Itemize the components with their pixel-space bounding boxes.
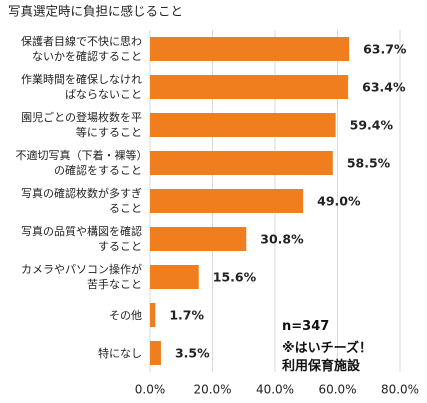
- bar: [150, 303, 156, 327]
- y-tick-label: その他: [109, 308, 142, 322]
- bar: [150, 151, 333, 175]
- x-tick-label: 20.0%: [193, 383, 231, 397]
- value-label: 3.5%: [175, 346, 210, 361]
- value-label: 58.5%: [347, 156, 391, 171]
- x-tick-label: 40.0%: [256, 383, 294, 397]
- annotation: 利用保育施設: [282, 359, 361, 374]
- y-tick-label: 不適切写真（下着・裸等）の確認をすること: [15, 149, 143, 177]
- y-tick-label: 特になし: [98, 346, 142, 360]
- bar: [150, 189, 304, 213]
- x-tick-label: 0.0%: [135, 383, 166, 397]
- bar: [150, 75, 349, 99]
- value-label: 49.0%: [317, 194, 361, 209]
- y-tick-label: カメラやパソコン操作が苦手なこと: [21, 263, 142, 291]
- value-label: 59.4%: [350, 118, 394, 133]
- value-label: 63.7%: [363, 42, 407, 57]
- annotation: ※はいチーズ！: [282, 341, 372, 356]
- y-tick-label: 園児ごとの登場枚数を平等にすること: [21, 111, 142, 139]
- annotation: n=347: [282, 319, 330, 334]
- bar: [150, 37, 350, 61]
- y-tick-label: 写真の品質や構図を確認すること: [21, 225, 142, 253]
- value-label: 1.7%: [169, 308, 204, 323]
- y-tick-label: 保護者目線で不快に思わないかを確認すること: [21, 35, 142, 63]
- value-label: 30.8%: [260, 232, 304, 247]
- value-label: 63.4%: [362, 80, 406, 95]
- y-tick-label: 作業時間を確保しなければならないこと: [21, 73, 142, 101]
- x-tick-label: 80.0%: [381, 383, 419, 397]
- x-tick-label: 60.0%: [318, 383, 356, 397]
- bar: [150, 265, 199, 289]
- bar: [150, 227, 247, 251]
- chart-title: 写真選定時に負担に感じること: [8, 4, 183, 19]
- bar: [150, 341, 161, 365]
- y-tick-label: 写真の確認枚数が多すぎること: [21, 187, 142, 215]
- value-label: 15.6%: [213, 270, 257, 285]
- bar: [150, 113, 336, 137]
